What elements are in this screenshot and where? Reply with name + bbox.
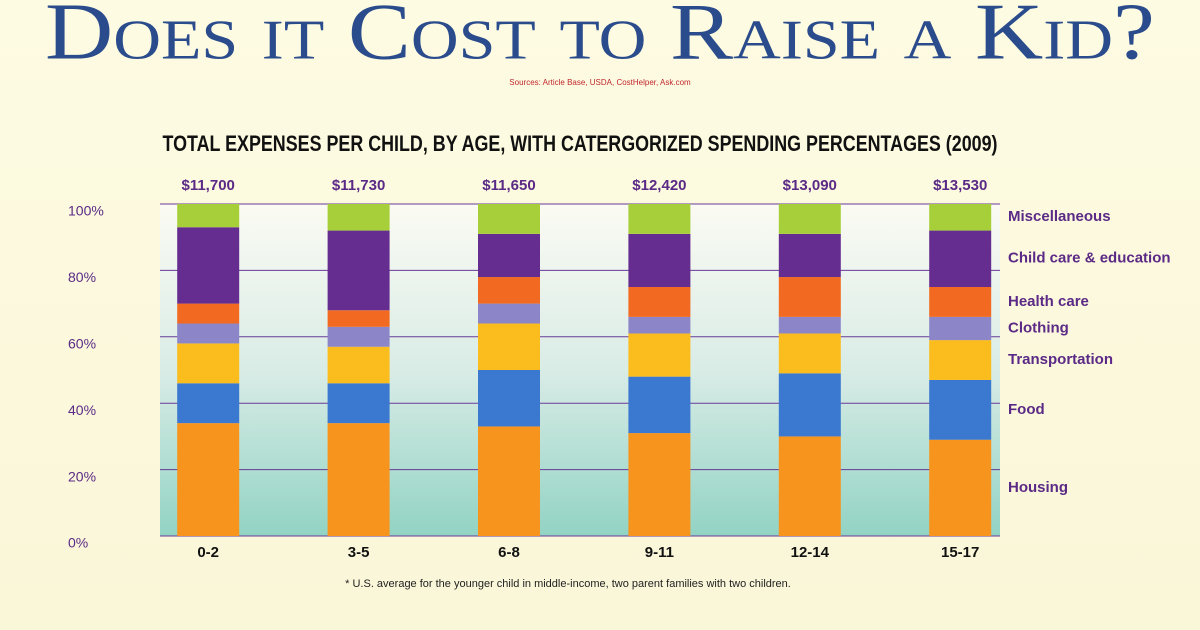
bar-segment	[327, 230, 390, 311]
bar-segment	[778, 373, 841, 437]
bar-segment	[327, 383, 390, 424]
bar-segment	[778, 333, 841, 374]
bar-segment	[327, 204, 390, 231]
bar-segment	[929, 230, 992, 287]
bar-segment	[177, 383, 240, 424]
bar-segment	[628, 233, 691, 287]
bar-segment	[177, 343, 240, 384]
legend-label: Miscellaneous	[1008, 208, 1111, 225]
bar-segment	[478, 370, 540, 427]
bar-segment	[177, 303, 240, 324]
x-tick-label: 9-11	[645, 544, 674, 561]
bar-segment	[778, 316, 841, 334]
bar-segment	[478, 303, 540, 324]
total-label: $12,420	[632, 177, 686, 194]
plot-area	[160, 204, 1000, 536]
bar-segment	[628, 333, 691, 377]
sources: Sources: Article Base, USDA, CostHelper,…	[509, 78, 691, 87]
bar-segment	[327, 310, 390, 327]
legend-label: Housing	[1008, 479, 1068, 496]
bar-segment	[177, 423, 240, 536]
bar-segment	[778, 436, 841, 536]
bar-segment	[929, 204, 992, 231]
bar-segment	[929, 439, 992, 536]
footnote: * U.S. average for the younger child in …	[345, 578, 791, 590]
chart-title: TOTAL EXPENSES PER CHILD, BY AGE, WITH C…	[163, 131, 998, 156]
bar-segment	[478, 426, 540, 536]
x-tick-label: 0-2	[197, 544, 219, 561]
bar-segment	[478, 277, 540, 304]
bar-segment	[929, 287, 992, 317]
bar-segment	[628, 204, 691, 234]
bar-segment	[177, 204, 240, 228]
page-title: Does it Cost to Raise a Kid?	[45, 0, 1155, 76]
legend-label: Child care & education	[1008, 250, 1171, 267]
bar-segment	[929, 340, 992, 380]
bar-segment	[478, 323, 540, 370]
x-tick-label: 6-8	[498, 544, 520, 561]
bar-segment	[929, 316, 992, 341]
bar-segment	[778, 233, 841, 278]
bar-segment	[778, 277, 841, 317]
total-label: $13,090	[783, 177, 837, 194]
total-label: $13,530	[933, 177, 987, 194]
total-label: $11,650	[482, 177, 535, 194]
y-tick-label: 0%	[68, 535, 88, 551]
bar-segment	[177, 323, 240, 344]
total-label: $11,730	[332, 177, 385, 194]
legend-label: Food	[1008, 401, 1045, 418]
y-tick-label: 20%	[68, 468, 96, 484]
y-tick-label: 100%	[68, 203, 104, 219]
bar-segment	[478, 204, 540, 234]
bar-segment	[478, 233, 540, 278]
legend-label: Transportation	[1008, 351, 1113, 368]
bar-segment	[628, 287, 691, 317]
bar-segment	[628, 376, 691, 434]
bar-segment	[327, 423, 390, 536]
legend-label: Health care	[1008, 293, 1089, 310]
x-tick-label: 15-17	[941, 544, 979, 561]
y-tick-label: 80%	[68, 269, 96, 285]
legend-label: Clothing	[1008, 319, 1069, 336]
y-tick-label: 60%	[68, 336, 96, 352]
bar-segment	[327, 346, 390, 384]
bar-segment	[628, 433, 691, 536]
x-tick-label: 3-5	[348, 544, 370, 561]
bar-segment	[929, 379, 992, 440]
y-tick-label: 40%	[68, 402, 96, 418]
total-label: $11,700	[181, 177, 234, 194]
bar-segment	[778, 204, 841, 234]
x-tick-label: 12-14	[791, 544, 830, 561]
bar-segment	[628, 316, 691, 334]
bar-segment	[177, 227, 240, 304]
bar-segment	[327, 326, 390, 347]
